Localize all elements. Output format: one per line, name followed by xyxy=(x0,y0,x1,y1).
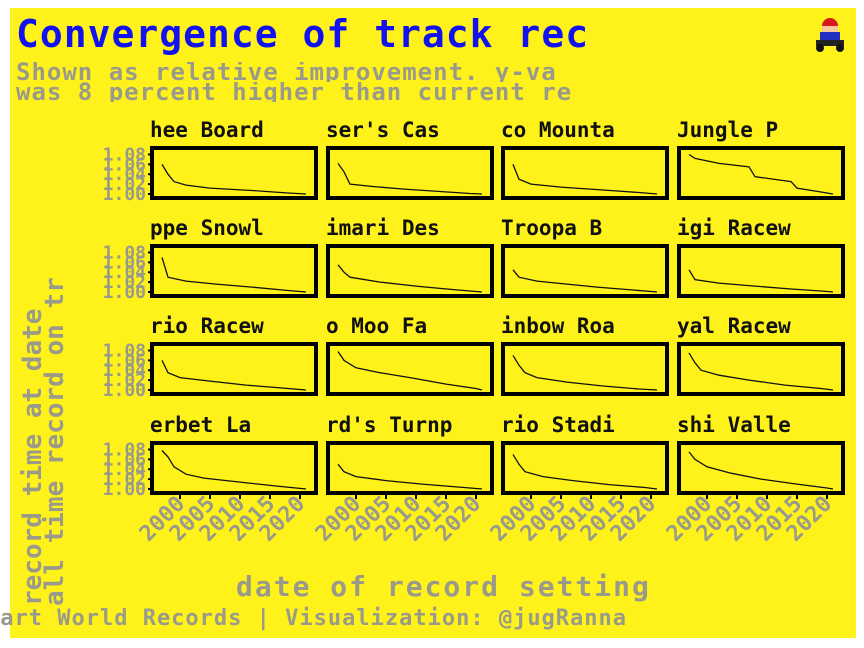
series-line-13 xyxy=(161,450,307,490)
panel-frame-6 xyxy=(326,244,494,298)
series-line-8 xyxy=(688,269,834,293)
y-tick-label: 1.02 xyxy=(103,370,146,391)
y-tick-label: 1.08 xyxy=(103,340,146,361)
series-line-7 xyxy=(512,269,658,293)
panel-title-9: rio Racew xyxy=(150,314,264,338)
panel-title-14: rd's Turnp xyxy=(326,413,452,437)
y-tick-label: 1.00 xyxy=(103,282,146,303)
chart-caption: Kart World Records | Visualization: @jug… xyxy=(0,606,628,631)
panel-frame-5 xyxy=(150,244,318,298)
panel-title-13: erbet La xyxy=(150,413,251,437)
panel-title-4: Jungle P xyxy=(677,118,778,142)
panel-frame-2 xyxy=(326,146,494,200)
y-tick-label: 1.04 xyxy=(103,459,147,480)
series-line-3 xyxy=(512,164,658,195)
y-tick-label: 1.00 xyxy=(103,380,146,401)
y-tick-label: 1.06 xyxy=(103,350,146,371)
panel-frame-8 xyxy=(677,244,845,298)
panel-title-12: yal Racew xyxy=(677,314,791,338)
panel-frame-3 xyxy=(501,146,669,200)
y-tick-label: 1.08 xyxy=(103,242,146,263)
panel-title-5: ppe Snowl xyxy=(150,216,264,240)
series-line-10 xyxy=(337,351,483,391)
panel-title-2: ser's Cas xyxy=(326,118,440,142)
y-tick-label: 1.00 xyxy=(103,184,146,205)
y-tick-label: 1.08 xyxy=(103,144,146,165)
series-line-15 xyxy=(512,454,658,490)
y-tick-label: 1.06 xyxy=(103,252,146,273)
y-tick-label: 1.06 xyxy=(103,154,146,175)
chart-subtitle-line1: Shown as relative improvement. y-va xyxy=(16,62,557,82)
y-tick-label: 1.02 xyxy=(103,469,146,490)
panel-title-11: inbow Roa xyxy=(501,314,615,338)
y-tick-label: 1.06 xyxy=(103,449,146,470)
panel-title-3: co Mounta xyxy=(501,118,615,142)
y-tick-label: 1.02 xyxy=(103,272,146,293)
x-axis-label: date of record setting xyxy=(236,570,651,603)
panel-title-10: o Moo Fa xyxy=(326,314,427,338)
series-line-14 xyxy=(337,463,483,490)
panel-frame-12 xyxy=(677,342,845,396)
panel-frame-1 xyxy=(150,146,318,200)
series-line-4 xyxy=(688,153,834,195)
series-line-5 xyxy=(161,257,307,293)
chart-background xyxy=(10,8,856,638)
panel-frame-13 xyxy=(150,441,318,495)
panel-frame-7 xyxy=(501,244,669,298)
panel-title-1: hee Board xyxy=(150,118,264,142)
y-tick-label: 1.04 xyxy=(103,164,147,185)
panel-frame-10 xyxy=(326,342,494,396)
panel-title-8: igi Racew xyxy=(677,216,791,240)
y-tick-label: 1.08 xyxy=(103,439,146,460)
y-tick-label: 1.00 xyxy=(103,479,146,500)
panel-frame-4 xyxy=(677,146,845,200)
panel-title-6: imari Des xyxy=(326,216,440,240)
y-tick-label: 1.04 xyxy=(103,262,147,283)
series-line-6 xyxy=(337,264,483,293)
panel-title-7: Troopa B xyxy=(501,216,602,240)
y-tick-label: 1.02 xyxy=(103,174,146,195)
series-line-12 xyxy=(688,352,834,391)
series-line-11 xyxy=(512,355,658,391)
panel-frame-11 xyxy=(501,342,669,396)
series-line-2 xyxy=(337,163,483,195)
chart-subtitle-line2: was 8 percent higher than current re xyxy=(16,82,573,102)
chart-title: Convergence of track rec xyxy=(16,12,590,56)
panel-title-15: rio Stadi xyxy=(501,413,615,437)
series-line-9 xyxy=(161,360,307,391)
panel-frame-16 xyxy=(677,441,845,495)
panel-frame-9 xyxy=(150,342,318,396)
panel-frame-14 xyxy=(326,441,494,495)
y-tick-label: 1.04 xyxy=(103,360,147,381)
series-line-1 xyxy=(161,164,307,195)
panel-title-16: shi Valle xyxy=(677,413,791,437)
mario-kart-icon xyxy=(816,18,844,52)
series-line-16 xyxy=(688,451,834,490)
panel-frame-15 xyxy=(501,441,669,495)
